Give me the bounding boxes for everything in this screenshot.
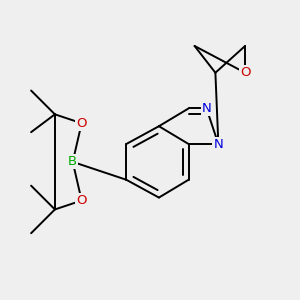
Text: O: O	[240, 66, 250, 79]
Text: N: N	[214, 138, 223, 151]
Text: O: O	[76, 194, 87, 207]
Text: B: B	[68, 155, 77, 168]
Text: N: N	[202, 102, 211, 115]
Text: O: O	[76, 117, 87, 130]
